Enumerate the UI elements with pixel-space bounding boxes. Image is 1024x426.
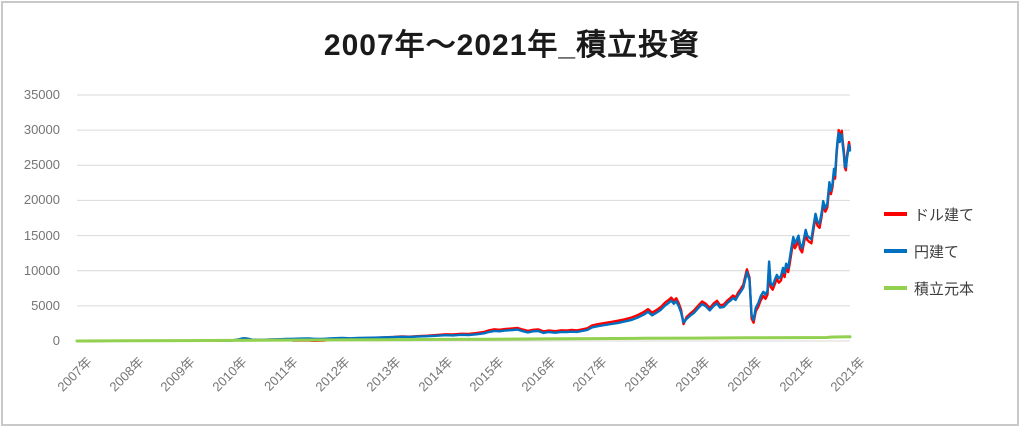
series-line-principal: [75, 335, 852, 343]
legend-item-principal: 積立元本: [884, 278, 974, 298]
y-axis-tick-label: 10000: [23, 262, 60, 278]
legend-item-yen: 円建て: [884, 241, 959, 261]
legend-label-usd: ドル建て: [914, 206, 975, 224]
y-axis-tick-label: 30000: [23, 122, 60, 138]
legend-item-usd: ドル建て: [884, 204, 974, 224]
legend-label-yen: 円建て: [914, 243, 960, 261]
principal-series-swatch: [884, 286, 907, 290]
y-axis-tick-label: 25000: [23, 157, 60, 173]
series-line-yen: [75, 131, 852, 343]
yen-series-swatch: [884, 249, 907, 253]
y-axis-tick-label: 15000: [23, 227, 60, 243]
y-axis-tick-label: 20000: [23, 192, 60, 208]
y-axis-tick-label: 35000: [23, 87, 60, 102]
y-axis-tick-label: 5000: [31, 297, 60, 313]
chart-title: 2007年～2021年_積立投資: [323, 29, 701, 62]
y-axis-tick-label: 0: [52, 333, 60, 348]
usd-series-swatch: [884, 212, 907, 216]
legend-label-principal: 積立元本: [914, 280, 975, 298]
